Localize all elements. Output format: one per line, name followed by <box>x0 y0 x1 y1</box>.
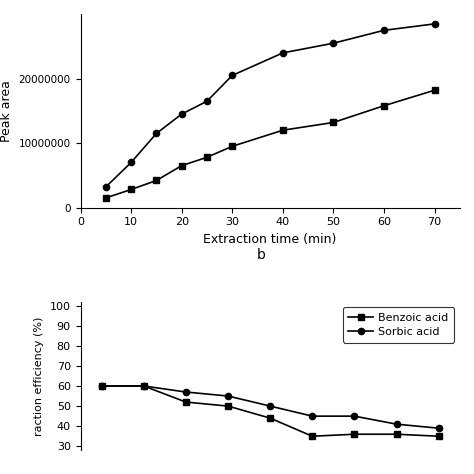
Sorbic acid <box>141 383 146 389</box>
Benzoic acid <box>352 431 357 437</box>
Benzoic acid <box>394 431 400 437</box>
Sorbic acid <box>352 413 357 419</box>
Line: Benzoic acid: Benzoic acid <box>99 383 442 439</box>
Sorbic acid <box>267 403 273 409</box>
Benzoic acid <box>267 415 273 421</box>
X-axis label: Extraction time (min): Extraction time (min) <box>203 233 337 246</box>
Sorbic acid <box>394 421 400 427</box>
Benzoic acid <box>141 383 146 389</box>
Sorbic acid <box>436 425 442 431</box>
Sorbic acid <box>99 383 104 389</box>
Legend: Benzoic acid, Sorbic acid: Benzoic acid, Sorbic acid <box>343 307 454 343</box>
Benzoic acid <box>99 383 104 389</box>
Sorbic acid <box>310 413 315 419</box>
Y-axis label: raction efficiency (%): raction efficiency (%) <box>34 316 44 436</box>
Y-axis label: Peak area: Peak area <box>0 80 13 142</box>
Benzoic acid <box>436 433 442 439</box>
Text: b: b <box>256 247 265 262</box>
Benzoic acid <box>310 433 315 439</box>
Sorbic acid <box>183 389 189 395</box>
Benzoic acid <box>225 403 231 409</box>
Line: Sorbic acid: Sorbic acid <box>99 383 442 431</box>
Sorbic acid <box>225 393 231 399</box>
Benzoic acid <box>183 399 189 405</box>
